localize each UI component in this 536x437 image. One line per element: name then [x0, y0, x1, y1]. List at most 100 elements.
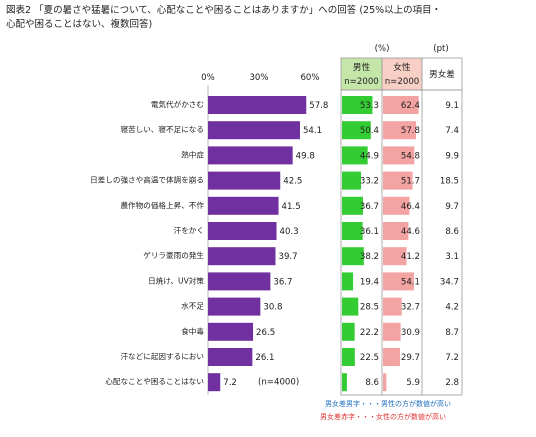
bar: [208, 322, 254, 341]
female-n: n=2000: [385, 77, 420, 87]
bar: [208, 272, 271, 291]
male-value: 36.7: [360, 202, 379, 212]
category-label: 食中毒: [181, 326, 204, 336]
bar-value-label: 42.5: [283, 177, 302, 187]
legend-female-text: 男女差赤字・・・女性の方が数値が高い: [320, 412, 446, 421]
chart-title-line-2: 心配や困ることはない、複数回答): [6, 19, 153, 30]
bar: [208, 222, 277, 240]
category-label: 電気代がかさむ: [151, 99, 204, 109]
female-bar: [383, 247, 407, 266]
male-bar: [342, 373, 347, 392]
female-bar: [383, 96, 419, 114]
diff-value: 4.2: [445, 303, 459, 313]
female-value: 30.9: [401, 328, 420, 338]
category-label: 熱中症: [181, 149, 204, 159]
bar: [208, 297, 261, 316]
diff-value: 7.2: [445, 353, 459, 363]
male-value: 44.9: [360, 151, 379, 161]
diff-value: 3.1: [445, 252, 459, 262]
male-bar: [342, 348, 355, 366]
female-bar: [383, 196, 410, 215]
female-value: 5.9: [406, 378, 420, 388]
male-value: 38.2: [360, 252, 379, 262]
unit-pt-label: (pt): [433, 44, 449, 54]
female-bar: [383, 222, 409, 240]
male-bar: [342, 222, 363, 240]
female-value: 54.1: [401, 277, 420, 287]
bar: [208, 121, 300, 140]
female-bar: [383, 121, 417, 140]
bar-value-label: 7.2: [223, 378, 237, 388]
male-value: 22.5: [360, 353, 379, 363]
bar-value-label: 40.3: [280, 227, 299, 237]
bar: [208, 171, 281, 190]
female-bar: [383, 348, 400, 366]
bar: [208, 348, 253, 366]
female-header: 女性: [393, 61, 411, 73]
male-bar: [342, 146, 368, 165]
chart-title-line-1: 図表2 「夏の暑さや猛暑について、心配なことや困ることはありますか」への回答 (…: [6, 5, 442, 16]
bar-chart-bars: [208, 96, 307, 392]
male-n: n=2000: [344, 77, 379, 87]
value-labels: 57.8 54.1 49.8 42.5 41.5 40.3 39.7 36.7 30.8 26.5…: [223, 101, 328, 388]
diff-value: 9.1: [445, 101, 459, 111]
female-value: 29.7: [401, 353, 420, 363]
diff-value: 9.9: [445, 151, 459, 161]
diff-header: 男女差: [429, 68, 455, 80]
diff-value: 7.4: [445, 126, 459, 136]
bar-value-label: 57.8: [309, 101, 328, 111]
bar-value-label: 41.5: [282, 202, 301, 212]
x-tick-label: 0%: [201, 73, 215, 83]
male-bar: [342, 96, 373, 114]
female-bar: [383, 373, 387, 392]
male-value: 36.1: [360, 227, 379, 237]
bar: [208, 146, 293, 165]
male-value: 22.2: [360, 328, 379, 338]
diff-value: 8.7: [445, 328, 459, 338]
male-bar: [342, 247, 364, 266]
bar-value-label: 26.5: [256, 328, 275, 338]
female-bar: [383, 322, 401, 341]
category-label: 汗などに起因するにおい: [120, 352, 204, 361]
male-bar: [342, 297, 359, 316]
male-value: 19.4: [360, 277, 379, 287]
legend-male-text: 男女差男字・・・男性の方が数値が高い: [325, 399, 451, 408]
category-label: 水不足: [181, 301, 204, 311]
female-value: 57.8: [401, 126, 420, 136]
category-label: 日差しの強さや高温で体調を崩る: [90, 175, 204, 185]
diff-header-bg: [421, 57, 463, 91]
category-label: 寝苦しい、寝不足になる: [120, 124, 204, 134]
table-body-border: [340, 89, 463, 396]
female-value: 44.6: [401, 227, 420, 237]
female-value: 62.4: [401, 101, 420, 111]
male-value: 8.6: [365, 378, 379, 388]
bar: [208, 96, 307, 114]
category-label: 農作物の価格上昇、不作: [120, 200, 204, 210]
bar-value-label: 39.7: [278, 252, 297, 262]
category-label: 汗をかく: [174, 226, 204, 235]
female-value: 54.8: [401, 151, 420, 161]
diff-value: 8.6: [445, 227, 459, 237]
unit-pct-label: (%): [375, 44, 390, 54]
female-value: 32.7: [401, 303, 420, 313]
diff-value: 2.8: [445, 378, 459, 388]
male-header: 男性: [353, 61, 371, 73]
category-label: ゲリラ豪雨の発生: [143, 250, 204, 260]
bar: [208, 196, 279, 215]
n-note: (n=4000): [258, 378, 299, 388]
female-bar: [383, 146, 415, 165]
table-rows: 53.3 62.4 9.1 50.4 57.8 7.4 44.9 54.8 9.9 33.2 51.…: [342, 96, 459, 392]
male-bar: [342, 121, 371, 140]
female-value: 51.7: [401, 177, 420, 187]
category-label: 心配なことや困ることはない: [105, 377, 204, 386]
bar: [208, 373, 221, 392]
female-bar: [383, 171, 413, 190]
diff-value: 18.5: [440, 177, 459, 187]
bar: [208, 247, 276, 266]
diff-value: 34.7: [440, 277, 459, 287]
male-bar: [342, 171, 361, 190]
bar-value-label: 49.8: [296, 151, 315, 161]
male-bar: [342, 322, 355, 341]
female-bar: [383, 297, 402, 316]
